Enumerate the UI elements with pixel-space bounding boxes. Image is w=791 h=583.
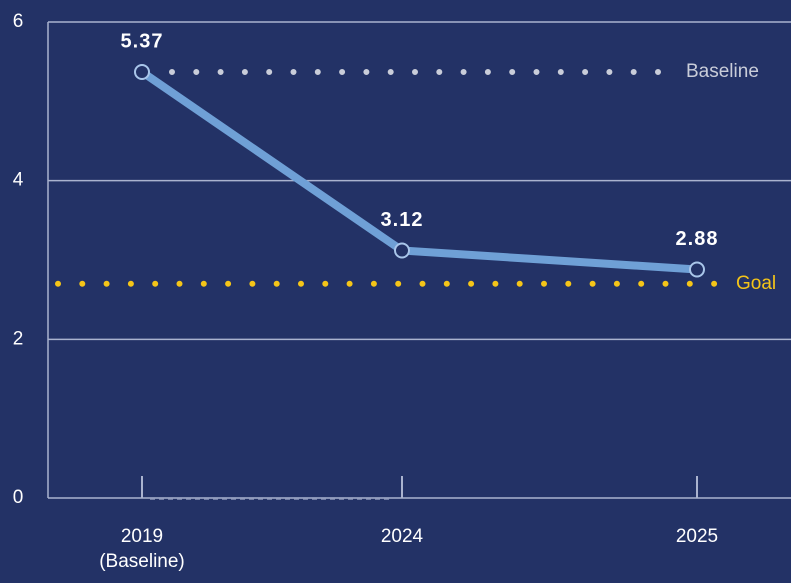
y-tick-label: 0	[13, 487, 24, 508]
marker	[134, 63, 150, 80]
y-tick-label: 4	[13, 170, 24, 191]
line	[139, 68, 698, 274]
y-tick-label: 2	[13, 328, 24, 349]
marker	[689, 261, 705, 278]
y-tick-label: 6	[13, 11, 24, 32]
data-label: 5.37	[121, 30, 164, 52]
data-label: 3.12	[381, 209, 424, 231]
x-tick-label: 2024	[380, 526, 424, 547]
x-tick-label: 2019 (Baseline)	[99, 526, 185, 572]
marker	[394, 242, 410, 259]
x-tick-label: 2025	[675, 526, 719, 547]
reference-label: Baseline	[686, 61, 759, 82]
reference-label: Goal	[736, 273, 776, 294]
data-label: 2.88	[676, 228, 719, 250]
